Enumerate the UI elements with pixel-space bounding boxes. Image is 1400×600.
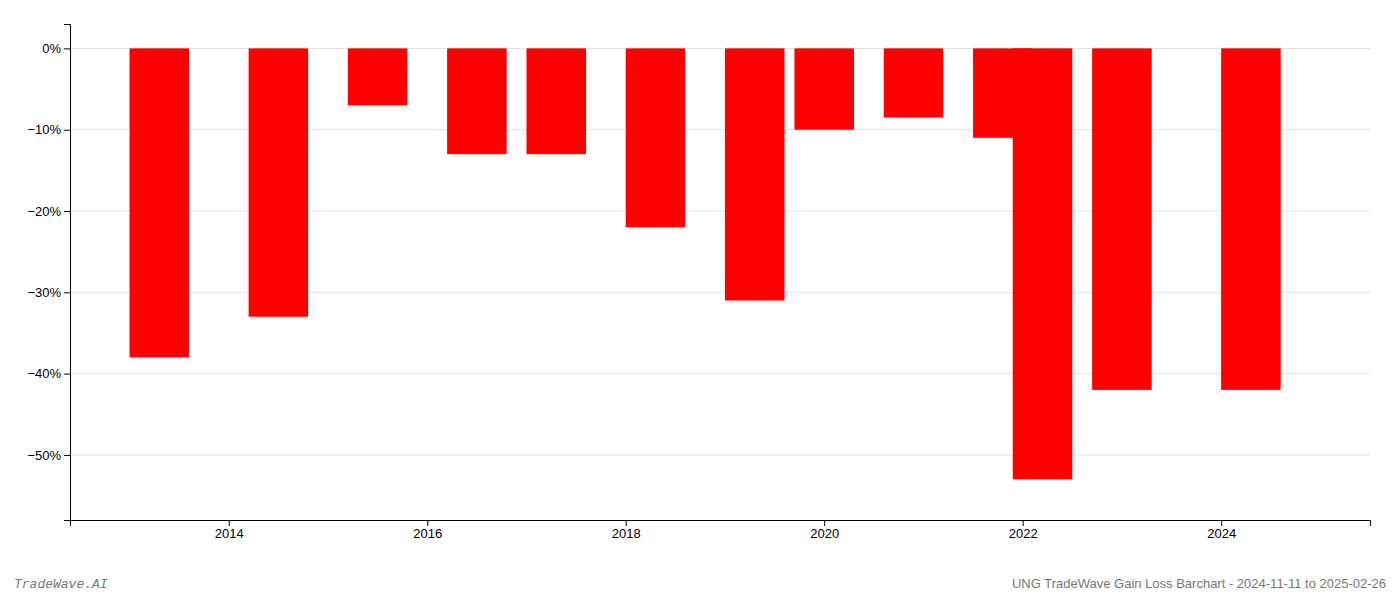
bar xyxy=(130,48,190,357)
footer-left: TradeWave.AI xyxy=(14,577,108,592)
x-tick-mark xyxy=(824,520,825,526)
y-tick-mark xyxy=(64,48,70,49)
x-tick-mark xyxy=(427,520,428,526)
x-tick-mark xyxy=(1221,520,1222,526)
y-axis: 0% −10% −20% −30% −40% −50% xyxy=(27,25,70,521)
grid-line xyxy=(70,373,1370,374)
bars xyxy=(130,48,1281,479)
x-tick-label: 2016 xyxy=(413,526,442,541)
x-tick: 2016 xyxy=(413,520,442,541)
x-tick-label: 2024 xyxy=(1207,526,1236,541)
y-tick-label: −20% xyxy=(27,204,61,219)
bar xyxy=(1221,48,1281,390)
x-tick: 2020 xyxy=(810,520,839,541)
bar xyxy=(725,48,785,300)
x-tick-mark xyxy=(626,520,627,526)
y-tick: −30% xyxy=(27,285,70,300)
y-tick-label: −50% xyxy=(27,448,61,463)
bar xyxy=(884,48,944,117)
y-tick: −50% xyxy=(27,448,70,463)
grid-line xyxy=(70,454,1370,455)
x-tick-label: 2022 xyxy=(1009,526,1038,541)
x-tick-label: 2020 xyxy=(810,526,839,541)
bar xyxy=(794,48,854,129)
y-tick: −10% xyxy=(27,122,70,137)
bar xyxy=(1013,48,1073,479)
x-tick-label: 2014 xyxy=(215,526,244,541)
y-tick-label: −40% xyxy=(27,366,61,381)
y-tick-label: −10% xyxy=(27,122,61,137)
bar xyxy=(249,48,309,316)
bar xyxy=(1092,48,1152,390)
y-tick-label: 0% xyxy=(42,41,61,56)
footer-right: UNG TradeWave Gain Loss Barchart - 2024-… xyxy=(1012,576,1386,591)
x-tick: 2018 xyxy=(612,520,641,541)
y-tick-mark xyxy=(64,211,70,212)
y-tick-mark xyxy=(64,130,70,131)
x-tick-label: 2018 xyxy=(612,526,641,541)
bar xyxy=(447,48,507,154)
x-tick-mark xyxy=(1023,520,1024,526)
x-axis-line xyxy=(71,521,1371,527)
y-tick-label: −30% xyxy=(27,285,61,300)
y-tick: −40% xyxy=(27,366,70,381)
y-tick: 0% xyxy=(42,41,70,56)
bar xyxy=(348,48,408,105)
grid xyxy=(70,48,1370,455)
x-axis: 2014 2016 2018 2020 2022 2024 xyxy=(71,520,1371,541)
bar xyxy=(626,48,686,227)
bar xyxy=(526,48,586,154)
x-tick: 2014 xyxy=(215,520,244,541)
x-tick-mark xyxy=(229,520,230,526)
x-tick: 2022 xyxy=(1009,520,1038,541)
x-tick: 2024 xyxy=(1207,520,1236,541)
y-axis-line xyxy=(64,25,71,521)
y-tick-mark xyxy=(64,455,70,456)
y-tick: −20% xyxy=(27,204,70,219)
chart: 0%−10%−20%−30%−40%−50%201420162018202020… xyxy=(0,0,1400,600)
y-tick-mark xyxy=(64,374,70,375)
plot-area: 0%−10%−20%−30%−40%−50%201420162018202020… xyxy=(27,25,1370,542)
y-tick-mark xyxy=(64,292,70,293)
